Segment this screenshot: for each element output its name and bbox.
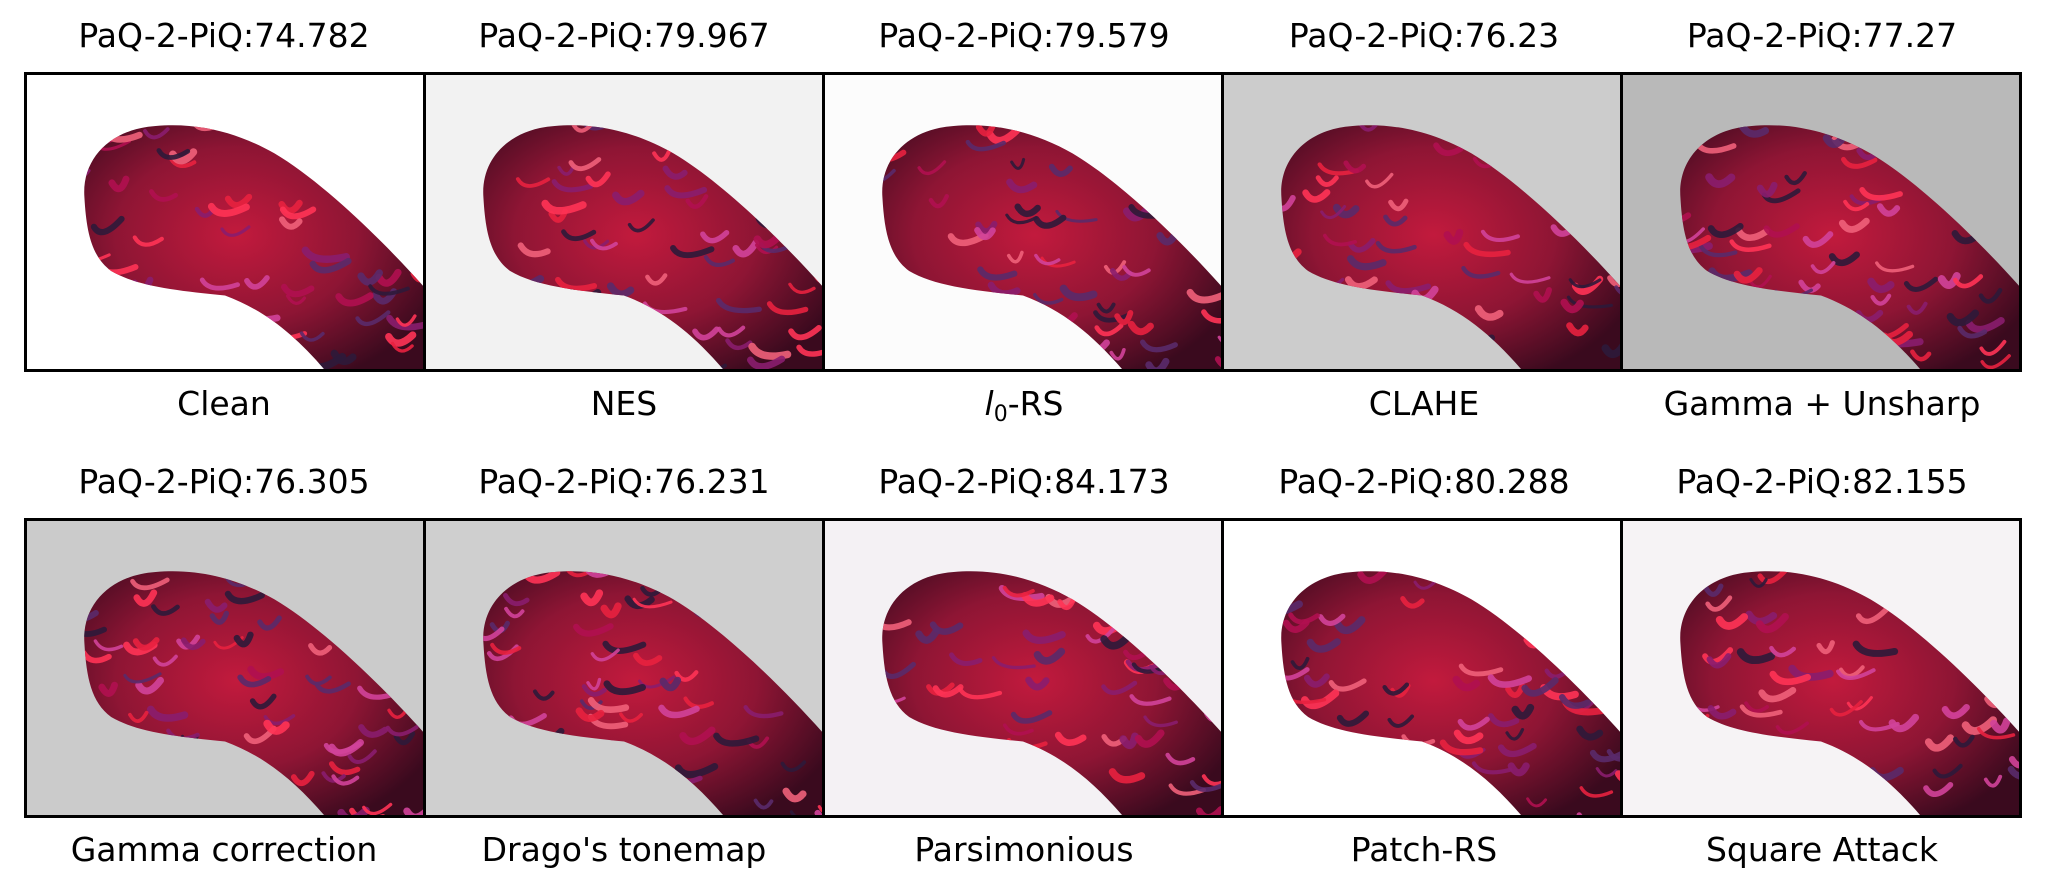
yarn-drawing [825,75,1221,369]
score-label-gamma-correction: PaQ-2-PiQ:76.305 [78,462,370,501]
score-labels-row-1: PaQ-2-PiQ:74.782 PaQ-2-PiQ:79.967 PaQ-2-… [24,14,1990,58]
yarn-drawing [1623,75,2019,369]
yarn-image-nes [426,75,825,369]
yarn-drawing [825,521,1221,815]
caption-l0-rs: l0-RS [824,380,1224,428]
yarn-drawing [1224,521,1620,815]
caption-labels-row-1: Clean NES l0-RS CLAHE Gamma + Unsharp [24,380,1990,428]
caption-gamma-unsharp: Gamma + Unsharp [1663,384,1981,423]
yarn-image-square-attack [1623,521,2019,815]
caption-nes: NES [590,384,658,423]
caption-clean: Clean [177,384,271,423]
yarn-drawing [27,521,423,815]
yarn-image-gamma-correction [27,521,426,815]
yarn-image-l0-rs [825,75,1224,369]
caption-labels-row-2: Gamma correction Drago's tonemap Parsimo… [24,826,1990,874]
yarn-drawing [426,521,822,815]
yarn-image-gamma-unsharp [1623,75,2019,369]
score-label-square-attack: PaQ-2-PiQ:82.155 [1676,462,1968,501]
yarn-image-drago-tonemap [426,521,825,815]
yarn-drawing [426,75,822,369]
yarn-drawing [27,75,423,369]
image-strip-row-2 [24,518,2022,818]
yarn-image-clahe [1224,75,1623,369]
yarn-image-clean [27,75,426,369]
caption-patch-rs: Patch-RS [1350,830,1498,869]
score-label-clahe: PaQ-2-PiQ:76.23 [1288,16,1560,55]
caption-clahe: CLAHE [1368,384,1480,423]
score-label-l0-rs: PaQ-2-PiQ:79.579 [878,16,1170,55]
caption-square-attack: Square Attack [1705,830,1938,869]
score-label-gamma-unsharp: PaQ-2-PiQ:77.27 [1686,16,1958,55]
yarn-drawing [1224,75,1620,369]
score-label-nes: PaQ-2-PiQ:79.967 [478,16,770,55]
score-labels-row-2: PaQ-2-PiQ:76.305 PaQ-2-PiQ:76.231 PaQ-2-… [24,460,1990,504]
yarn-drawing [1623,521,2019,815]
caption-l0-subscript: 0 [993,402,1008,427]
caption-gamma-correction: Gamma correction [70,830,378,869]
score-label-drago-tonemap: PaQ-2-PiQ:76.231 [478,462,770,501]
caption-parsimonious: Parsimonious [914,830,1134,869]
caption-l0-rest: -RS [1007,384,1064,423]
score-label-clean: PaQ-2-PiQ:74.782 [78,16,370,55]
caption-drago-tonemap: Drago's tonemap [481,830,767,869]
score-label-patch-rs: PaQ-2-PiQ:80.288 [1278,462,1570,501]
yarn-image-patch-rs [1224,521,1623,815]
caption-l0-var: l [984,384,994,423]
image-strip-row-1 [24,72,2022,372]
yarn-image-parsimonious [825,521,1224,815]
score-label-parsimonious: PaQ-2-PiQ:84.173 [878,462,1170,501]
